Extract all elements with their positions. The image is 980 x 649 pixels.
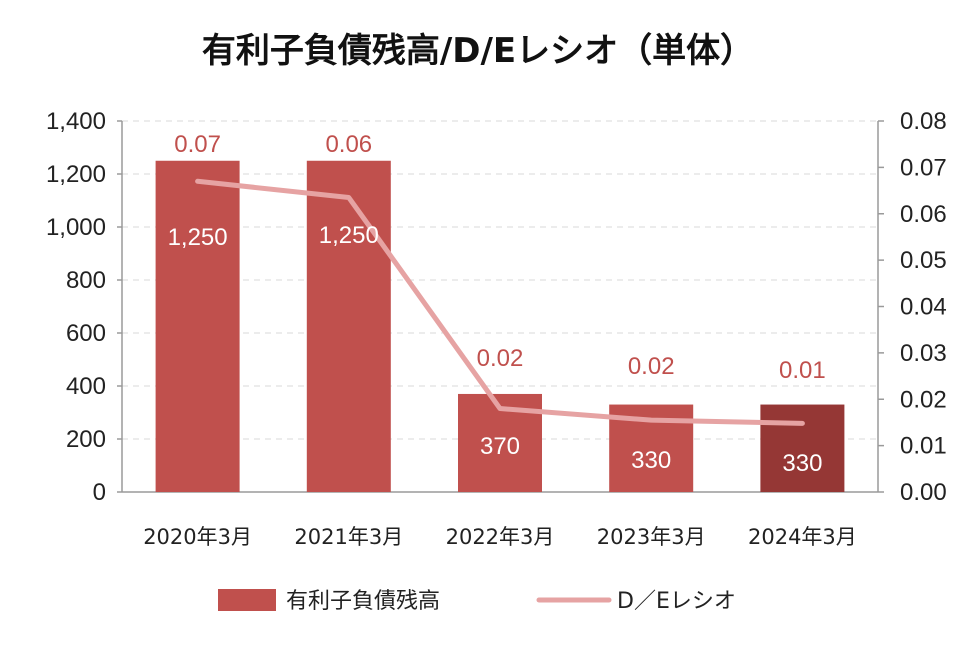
left-tick-label: 1,000 — [46, 214, 106, 241]
bar-value-label: 330 — [631, 447, 671, 474]
right-tick-label: 0.06 — [900, 201, 947, 228]
right-tick-label: 0.00 — [900, 479, 947, 506]
x-tick-label: 2024年3月 — [748, 525, 857, 549]
x-tick-label: 2020年3月 — [143, 525, 252, 549]
right-tick-label: 0.02 — [900, 386, 947, 413]
ratio-line — [195, 178, 805, 426]
bar-value-label: 330 — [782, 450, 822, 477]
left-tick-label: 600 — [66, 320, 106, 347]
left-tick-label: 0 — [93, 479, 106, 506]
bar-value-label: 370 — [480, 433, 520, 460]
right-tick-label: 0.07 — [900, 154, 947, 181]
chart-title: 有利子負債残高/D/Eレシオ（単体） — [202, 31, 754, 71]
left-tick-label: 200 — [66, 426, 106, 453]
legend-label-line: D／Eレシオ — [617, 589, 736, 614]
left-tick-label: 400 — [66, 373, 106, 400]
legend-label-bar: 有利子負債残高 — [286, 589, 440, 614]
left-tick-label: 1,200 — [46, 161, 106, 188]
plot-area: 0 200 400 600 800 1,000 1,200 1,400 0.00 0.01 0.02… — [46, 108, 947, 549]
x-tick-label: 2022年3月 — [446, 525, 555, 549]
left-tick-label: 800 — [66, 267, 106, 294]
legend: 有利子負債残高 D／Eレシオ — [218, 589, 736, 614]
ratio-value-label: 0.02 — [628, 353, 675, 380]
right-tick-label: 0.03 — [900, 340, 947, 367]
x-tick-label: 2021年3月 — [294, 525, 403, 549]
bar — [760, 404, 845, 492]
bar — [155, 160, 240, 492]
ratio-value-label: 0.02 — [477, 345, 524, 372]
x-tick-label: 2023年3月 — [597, 525, 706, 549]
ratio-value-label: 0.06 — [325, 131, 372, 158]
ratio-value-label: 0.01 — [779, 357, 826, 384]
bar — [306, 160, 391, 492]
right-tick-label: 0.01 — [900, 433, 947, 460]
right-tick-label: 0.05 — [900, 247, 947, 274]
bar-value-label: 1,250 — [168, 224, 228, 251]
ratio-value-label: 0.07 — [174, 131, 221, 158]
right-tick-label: 0.04 — [900, 294, 947, 321]
left-tick-label: 1,400 — [46, 108, 106, 135]
legend-swatch-bar — [218, 589, 276, 611]
right-tick-label: 0.08 — [900, 108, 947, 135]
bar-value-label: 1,250 — [319, 222, 379, 249]
